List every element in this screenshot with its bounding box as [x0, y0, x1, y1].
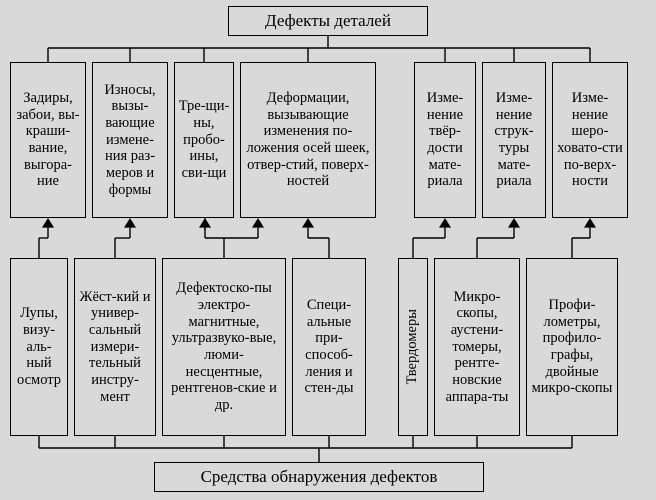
tool-label: Микро-скопы, аустени-томеры, рентге-новс… — [438, 289, 516, 406]
defect-label: Изме-нение твёр-дости мате-риала — [418, 90, 472, 190]
tool-box-5: Микро-скопы, аустени-томеры, рентге-новс… — [434, 258, 520, 436]
defect-box-0: Задиры, забои, вы-краши-вание, выгора-ни… — [10, 62, 86, 218]
tool-label: Жёст-кий и универ-сальный измери-тельный… — [78, 289, 152, 406]
footer-box: Средства обнаружения дефектов — [154, 462, 484, 492]
tool-label: Специ-альные при-способ-ления и стен-ды — [296, 297, 362, 397]
defect-label: Износы, вызы-вающие измене-ния раз-меров… — [96, 82, 164, 199]
tool-box-6: Профи-лометры, профило-графы, двойные ми… — [526, 258, 618, 436]
defect-box-2: Тре-щи-ны, пробо-ины, сви-щи — [174, 62, 234, 218]
title-box: Дефекты деталей — [228, 6, 428, 36]
defect-box-3: Деформации, вызывающие изменения по-ложе… — [240, 62, 376, 218]
tool-box-1: Жёст-кий и универ-сальный измери-тельный… — [74, 258, 156, 436]
tool-box-2: Дефектоско-пы электро-магнитные, ультраз… — [162, 258, 286, 436]
defect-box-4: Изме-нение твёр-дости мате-риала — [414, 62, 476, 218]
defect-box-1: Износы, вызы-вающие измене-ния раз-меров… — [92, 62, 168, 218]
defect-label: Изме-нение струк-туры мате-риала — [486, 90, 542, 190]
title-text: Дефекты деталей — [265, 11, 391, 31]
tool-label: Лупы, визу-аль-ный осмотр — [14, 305, 64, 388]
tool-box-3: Специ-альные при-способ-ления и стен-ды — [292, 258, 366, 436]
tool-box-0: Лупы, визу-аль-ный осмотр — [10, 258, 68, 436]
defect-label: Задиры, забои, вы-краши-вание, выгора-ни… — [14, 90, 82, 190]
defect-box-5: Изме-нение струк-туры мате-риала — [482, 62, 546, 218]
tool-label: Профи-лометры, профило-графы, двойные ми… — [530, 297, 614, 397]
tool-label: Дефектоско-пы электро-магнитные, ультраз… — [166, 280, 282, 413]
defect-label: Изме-нение шеро-ховато-сти по-верх-ности — [556, 90, 624, 190]
tool-box-4: Твердомеры — [398, 258, 428, 436]
footer-text: Средства обнаружения дефектов — [201, 467, 438, 487]
defect-label: Деформации, вызывающие изменения по-ложе… — [244, 90, 372, 190]
defect-box-6: Изме-нение шеро-ховато-сти по-верх-ности — [552, 62, 628, 218]
defect-label: Тре-щи-ны, пробо-ины, сви-щи — [178, 98, 230, 181]
tool-label: Твердомеры — [404, 309, 421, 384]
